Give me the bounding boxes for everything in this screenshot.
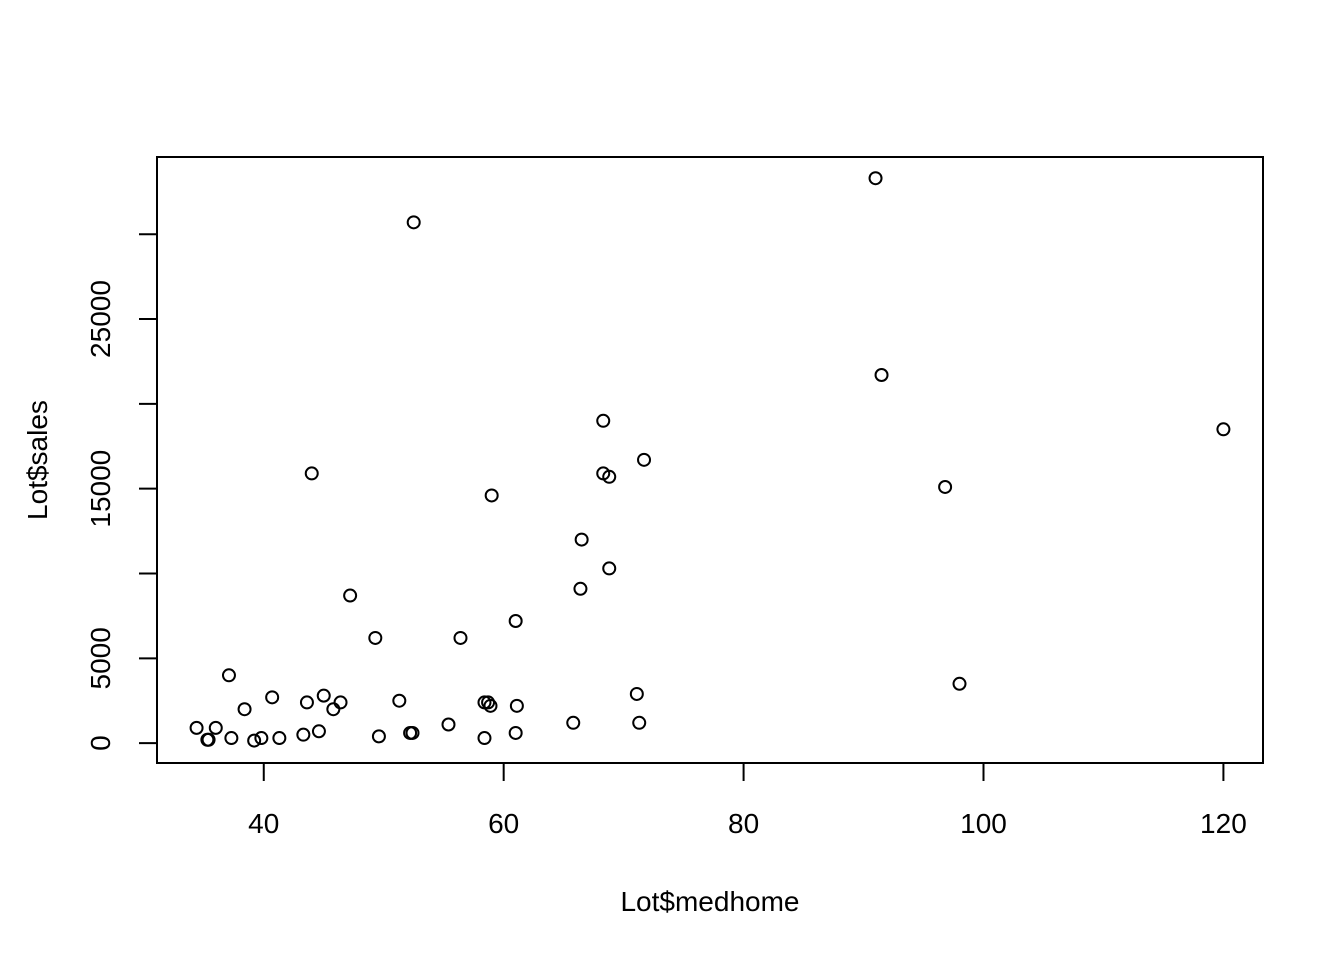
data-point	[441, 717, 456, 732]
data-point	[311, 724, 326, 739]
x-tick-label: 100	[960, 808, 1007, 839]
data-point	[952, 676, 967, 691]
data-point	[304, 466, 319, 481]
x-tick-label: 80	[728, 808, 759, 839]
data-point	[573, 581, 588, 596]
data-point	[368, 630, 383, 645]
data-point	[483, 698, 498, 713]
data-point	[868, 171, 883, 186]
data-point	[596, 413, 611, 428]
data-point	[272, 731, 287, 746]
x-axis: 40 60 80 100 120	[248, 762, 1247, 839]
data-point	[938, 479, 953, 494]
data-point	[632, 715, 647, 730]
data-point	[326, 702, 341, 717]
data-point	[316, 688, 331, 703]
y-tick-label: 0	[85, 735, 116, 751]
data-point	[566, 715, 581, 730]
data-points	[189, 171, 1231, 748]
plot-frame	[156, 156, 1264, 764]
x-tick-label: 120	[1200, 808, 1247, 839]
data-point	[874, 368, 889, 383]
data-point	[509, 698, 524, 713]
data-point	[1216, 422, 1231, 437]
data-point	[247, 733, 262, 748]
data-point	[237, 702, 252, 717]
y-tick-label: 5000	[85, 627, 116, 689]
data-point	[453, 630, 468, 645]
data-point	[637, 452, 652, 467]
data-point	[392, 693, 407, 708]
data-point	[405, 725, 420, 740]
y-axis: 0 5000 15000 25000	[85, 233, 158, 751]
data-point	[333, 695, 348, 710]
data-point	[481, 695, 496, 710]
data-point	[208, 720, 223, 735]
y-axis-label: Lot$sales	[22, 400, 53, 520]
data-point	[508, 614, 523, 629]
data-point	[406, 215, 421, 230]
x-axis-label: Lot$medhome	[620, 886, 799, 917]
data-point	[574, 532, 589, 547]
data-point	[254, 731, 269, 746]
x-tick-label: 60	[488, 808, 519, 839]
data-point	[296, 727, 311, 742]
data-point	[602, 469, 617, 484]
data-point	[224, 731, 239, 746]
y-tick-label: 15000	[85, 450, 116, 528]
data-point	[371, 729, 386, 744]
data-point	[484, 488, 499, 503]
data-point	[602, 561, 617, 576]
y-tick-label: 25000	[85, 280, 116, 358]
data-point	[200, 732, 215, 747]
data-point	[265, 690, 280, 705]
data-point	[477, 731, 492, 746]
data-point	[343, 588, 358, 603]
data-point	[299, 695, 314, 710]
x-tick-label: 40	[248, 808, 279, 839]
data-point	[508, 725, 523, 740]
data-point	[189, 720, 204, 735]
data-point	[221, 668, 236, 683]
data-point	[629, 686, 644, 701]
